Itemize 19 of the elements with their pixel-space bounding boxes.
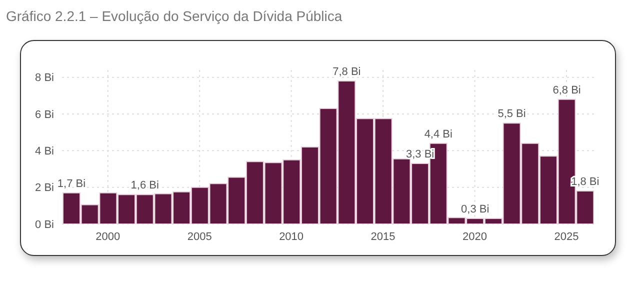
data-label: 4,4 Bi [424,128,452,140]
x-tick-label: 2010 [279,230,304,243]
y-tick-label: 8 Bi [35,72,54,84]
data-label: 0,3 Bi [461,204,490,216]
data-label: 1,6 Bi [130,180,159,192]
data-label: 1,7 Bi [57,178,86,190]
x-tick-label: 2025 [554,230,579,243]
data-label: 6,8 Bi [552,84,581,96]
data-label: 5,5 Bi [498,108,526,120]
data-label: 7,8 Bi [332,66,361,78]
y-tick-label: 0 Bi [35,218,54,231]
x-tick-label: 2000 [96,230,120,243]
x-tick-label: 2005 [187,230,212,243]
y-tick-label: 2 Bi [35,182,54,194]
y-tick-label: 4 Bi [35,146,54,158]
x-tick-label: 2015 [370,230,396,243]
chart-title: Gráfico 2.2.1 – Evolução do Serviço da Dívida Pública [6,8,342,24]
y-tick-label: 6 Bi [35,108,54,121]
x-tick-label: 2020 [462,230,487,243]
